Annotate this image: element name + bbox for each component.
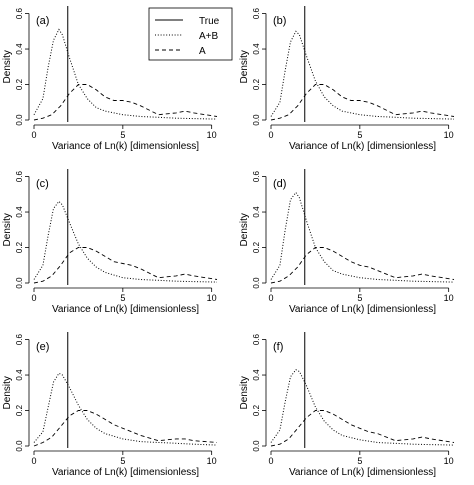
series-line-aplusb <box>270 369 455 446</box>
y-tick-label: 0.2 <box>252 404 261 416</box>
legend-label: A <box>199 46 206 57</box>
y-tick-label: 0.0 <box>15 440 24 452</box>
panel-label: (f) <box>273 341 283 353</box>
y-tick-label: 0.6 <box>15 333 24 345</box>
y-axis-label: Density <box>2 50 13 83</box>
chart-panel: 0.0 0.2 0.4 0.6 Density 0 5 10 Variance of Ln(k)… <box>2 169 218 315</box>
y-tick-label: 0.6 <box>252 333 261 345</box>
x-tick-label: 0 <box>268 456 273 466</box>
x-tick-label: 0 <box>31 293 36 303</box>
legend-box <box>148 7 233 61</box>
series-line-a <box>270 84 455 121</box>
y-axis-label: Density <box>2 213 13 246</box>
y-tick-label: 0.4 <box>15 206 24 218</box>
chart-panel: 0.0 0.2 0.4 0.6 Density 0 5 10 Variance of Ln(k)… <box>239 6 455 152</box>
x-axis-label: Variance of Ln(k) [dimensionless] <box>289 467 436 478</box>
series-line-aplusb <box>33 28 218 120</box>
x-tick-label: 5 <box>357 130 362 140</box>
y-axis-label: Density <box>239 50 250 83</box>
x-tick-label: 10 <box>444 130 454 140</box>
y-axis-label: Density <box>239 213 250 246</box>
y-tick-label: 0.6 <box>252 170 261 182</box>
series-line-aplusb <box>270 30 455 120</box>
series-line-a <box>33 247 218 284</box>
y-tick-label: 0.2 <box>15 78 24 90</box>
x-axis-label: Variance of Ln(k) [dimensionless] <box>289 304 436 315</box>
x-tick-label: 10 <box>207 456 217 466</box>
x-axis-label: Variance of Ln(k) [dimensionless] <box>52 141 199 152</box>
y-tick-label: 0.0 <box>15 277 24 289</box>
x-tick-label: 10 <box>207 130 217 140</box>
y-tick-label: 0.4 <box>15 369 24 381</box>
panel-label: (b) <box>273 15 286 27</box>
y-tick-label: 0.2 <box>252 241 261 253</box>
y-tick-label: 0.0 <box>252 114 261 126</box>
y-axis-label: Density <box>239 376 250 409</box>
series-line-a <box>33 84 218 121</box>
y-tick-label: 0.6 <box>15 7 24 19</box>
y-tick-label: 0.4 <box>15 43 24 55</box>
y-axis-label: Density <box>2 376 13 409</box>
x-tick-label: 5 <box>357 293 362 303</box>
x-tick-label: 0 <box>31 130 36 140</box>
x-axis-label: Variance of Ln(k) [dimensionless] <box>289 141 436 152</box>
chart-panel: 0.0 0.2 0.4 0.6 Density 0 5 10 Variance of Ln(k)… <box>2 332 218 478</box>
legend-label: A+B <box>199 31 219 42</box>
series-line-aplusb <box>270 191 455 283</box>
panel-label: (d) <box>273 178 286 190</box>
series-line-a <box>270 410 455 447</box>
series-line-a <box>270 247 455 284</box>
y-tick-label: 0.2 <box>15 241 24 253</box>
panel-label: (e) <box>36 341 49 353</box>
x-axis-label: Variance of Ln(k) [dimensionless] <box>52 304 199 315</box>
legend: True A+B A <box>148 7 233 61</box>
x-tick-label: 0 <box>268 293 273 303</box>
y-tick-label: 0.2 <box>15 404 24 416</box>
chart-panel: 0.0 0.2 0.4 0.6 Density 0 5 10 Variance of Ln(k)… <box>239 169 455 315</box>
x-tick-label: 5 <box>357 456 362 466</box>
y-tick-label: 0.6 <box>252 7 261 19</box>
y-tick-label: 0.4 <box>252 43 261 55</box>
x-tick-label: 10 <box>444 293 454 303</box>
y-tick-label: 0.0 <box>252 277 261 289</box>
y-tick-label: 0.6 <box>15 170 24 182</box>
y-tick-label: 0.2 <box>252 78 261 90</box>
x-axis-label: Variance of Ln(k) [dimensionless] <box>52 467 199 478</box>
x-tick-label: 0 <box>268 130 273 140</box>
x-tick-label: 10 <box>207 293 217 303</box>
x-tick-label: 0 <box>31 456 36 466</box>
chart-panel: 0.0 0.2 0.4 0.6 Density 0 5 10 Variance of Ln(k)… <box>239 332 455 478</box>
x-tick-label: 5 <box>120 130 125 140</box>
series-line-aplusb <box>33 200 218 283</box>
y-tick-label: 0.4 <box>252 206 261 218</box>
panel-label: (a) <box>36 15 49 27</box>
series-line-a <box>33 410 218 447</box>
series-line-aplusb <box>33 372 218 446</box>
x-tick-label: 5 <box>120 293 125 303</box>
y-tick-label: 0.0 <box>15 114 24 126</box>
y-tick-label: 0.4 <box>252 369 261 381</box>
x-tick-label: 10 <box>444 456 454 466</box>
panel-label: (c) <box>36 178 49 190</box>
y-tick-label: 0.0 <box>252 440 261 452</box>
legend-label: True <box>199 16 220 27</box>
chart-panel: 0.0 0.2 0.4 0.6 Density 0 5 10 Variance of Ln(k)… <box>2 6 233 152</box>
x-tick-label: 5 <box>120 456 125 466</box>
